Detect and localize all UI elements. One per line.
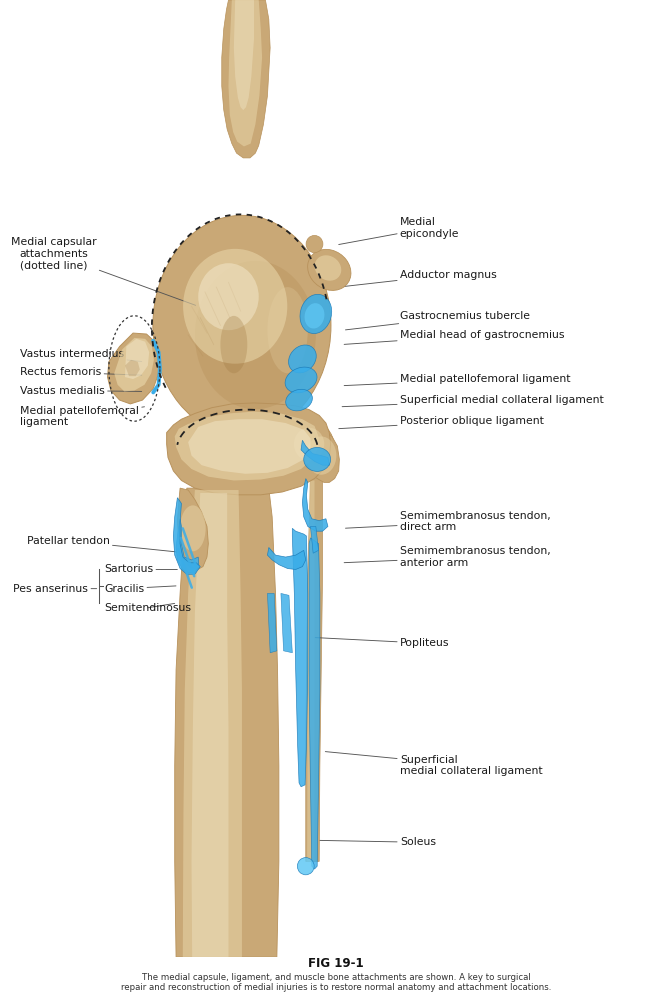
Ellipse shape xyxy=(306,235,323,252)
Text: Medial patellofemoral
ligament: Medial patellofemoral ligament xyxy=(20,406,144,427)
Text: Superficial
medial collateral ligament: Superficial medial collateral ligament xyxy=(325,752,542,777)
Text: Adductor magnus: Adductor magnus xyxy=(341,270,497,287)
Polygon shape xyxy=(125,339,149,379)
Text: Posterior oblique ligament: Posterior oblique ligament xyxy=(339,416,544,429)
Ellipse shape xyxy=(198,263,259,330)
Text: Medial patellofemoral ligament: Medial patellofemoral ligament xyxy=(344,374,571,386)
Text: Medial capsular
attachments
(dotted line): Medial capsular attachments (dotted line… xyxy=(11,237,196,305)
Text: Rectus femoris: Rectus femoris xyxy=(20,367,142,377)
Text: Gastrocnemius tubercle: Gastrocnemius tubercle xyxy=(345,311,530,330)
Ellipse shape xyxy=(304,448,331,472)
Text: Sartorius: Sartorius xyxy=(104,564,177,574)
Polygon shape xyxy=(310,526,319,553)
Text: Superficial medial collateral ligament: Superficial medial collateral ligament xyxy=(342,395,603,407)
Polygon shape xyxy=(188,419,310,474)
Polygon shape xyxy=(175,489,279,957)
Polygon shape xyxy=(281,593,292,653)
Polygon shape xyxy=(302,429,339,483)
Ellipse shape xyxy=(286,389,312,411)
Polygon shape xyxy=(267,547,306,569)
Text: The medial capsule, ligament, and muscle bone attachments are shown. A key to su: The medial capsule, ligament, and muscle… xyxy=(121,973,551,992)
Ellipse shape xyxy=(300,294,332,334)
Ellipse shape xyxy=(180,505,206,551)
Text: Medial
epicondyle: Medial epicondyle xyxy=(339,217,460,244)
Text: Soleus: Soleus xyxy=(320,837,436,847)
Polygon shape xyxy=(292,528,308,787)
Polygon shape xyxy=(309,538,320,869)
Ellipse shape xyxy=(259,265,319,390)
Ellipse shape xyxy=(294,428,324,461)
Ellipse shape xyxy=(288,345,317,373)
Ellipse shape xyxy=(285,367,317,393)
Ellipse shape xyxy=(195,261,316,409)
Polygon shape xyxy=(192,493,228,957)
Polygon shape xyxy=(177,489,208,569)
Ellipse shape xyxy=(297,857,314,874)
Ellipse shape xyxy=(183,249,287,364)
Text: FIG 19-1: FIG 19-1 xyxy=(308,957,364,970)
Ellipse shape xyxy=(304,303,325,329)
Ellipse shape xyxy=(267,287,308,373)
Polygon shape xyxy=(222,0,270,158)
Polygon shape xyxy=(176,518,199,572)
Polygon shape xyxy=(173,498,200,574)
Text: Semitendinosus: Semitendinosus xyxy=(104,603,191,613)
Polygon shape xyxy=(183,491,242,957)
Polygon shape xyxy=(234,0,254,110)
Polygon shape xyxy=(114,338,154,392)
Polygon shape xyxy=(125,360,140,376)
Polygon shape xyxy=(175,412,319,481)
Polygon shape xyxy=(301,441,329,466)
Ellipse shape xyxy=(153,215,331,436)
Text: Semimembranosus tendon,
direct arm: Semimembranosus tendon, direct arm xyxy=(345,510,550,532)
Text: Medial head of gastrocnemius: Medial head of gastrocnemius xyxy=(344,330,564,344)
Ellipse shape xyxy=(306,437,336,475)
Text: Vastus medialis: Vastus medialis xyxy=(20,386,142,396)
Polygon shape xyxy=(267,593,277,653)
Text: Gracilis: Gracilis xyxy=(104,583,176,593)
Ellipse shape xyxy=(220,316,247,373)
Ellipse shape xyxy=(287,421,334,471)
Polygon shape xyxy=(167,403,331,495)
Ellipse shape xyxy=(177,418,308,448)
Text: Patellar tendon: Patellar tendon xyxy=(27,535,177,552)
Polygon shape xyxy=(228,0,262,147)
Text: Vastus intermedius: Vastus intermedius xyxy=(20,349,142,362)
Polygon shape xyxy=(306,479,323,861)
Text: Popliteus: Popliteus xyxy=(315,638,450,648)
Polygon shape xyxy=(307,481,314,861)
Text: Semimembranosus tendon,
anterior arm: Semimembranosus tendon, anterior arm xyxy=(344,546,550,568)
Polygon shape xyxy=(108,333,160,404)
Ellipse shape xyxy=(308,249,351,290)
Ellipse shape xyxy=(314,255,341,281)
Text: Pes anserinus: Pes anserinus xyxy=(13,583,97,593)
Polygon shape xyxy=(302,479,328,531)
